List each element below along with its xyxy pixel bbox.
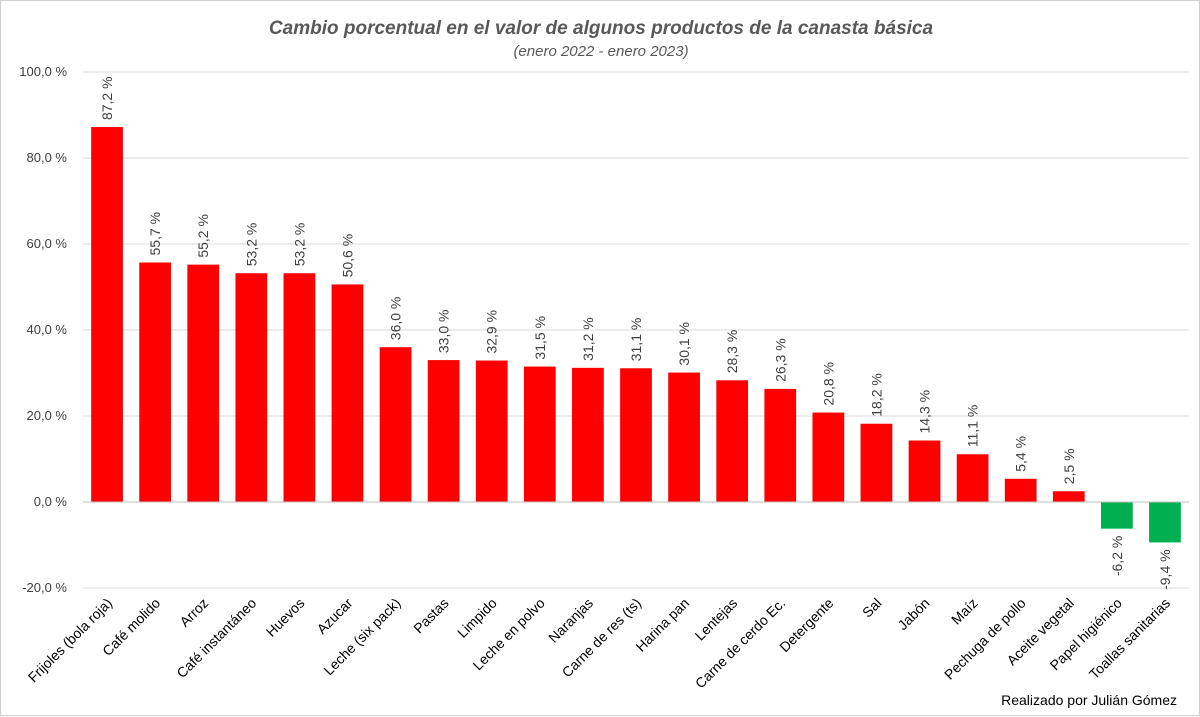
bar xyxy=(1004,478,1037,502)
x-tick-label: Huevos xyxy=(263,595,308,640)
data-labels: 87,2 % 55,7 % 55,2 % 53,2 % 53,2 % 50,6 % 36,0… xyxy=(99,76,1173,589)
x-tick-label: Pechuga de pollo xyxy=(941,595,1029,683)
bar xyxy=(860,423,893,502)
data-label: 31,2 % xyxy=(580,317,596,361)
data-label: 50,6 % xyxy=(339,234,355,278)
bar xyxy=(523,366,556,502)
x-tick-label: Frijoles (bola roja) xyxy=(25,595,116,686)
data-label: 28,3 % xyxy=(724,330,740,374)
bar xyxy=(812,412,845,502)
y-tick-label: 60,0 % xyxy=(27,236,68,251)
y-tick-label: 20,0 % xyxy=(27,408,68,423)
bar xyxy=(1101,502,1133,529)
bar xyxy=(283,273,316,502)
bar xyxy=(668,372,700,502)
chart-title: Cambio porcentual en el valor de algunos… xyxy=(269,18,934,39)
data-label: 5,4 % xyxy=(1013,436,1029,472)
x-tick-label: Pastas xyxy=(410,595,452,637)
data-label: 31,1 % xyxy=(628,318,644,362)
bar xyxy=(716,380,749,502)
bars xyxy=(91,127,1181,543)
data-label: 55,7 % xyxy=(147,212,163,256)
bar xyxy=(1149,502,1181,543)
data-label: 26,3 % xyxy=(772,338,788,382)
bar xyxy=(956,454,989,502)
y-tick-label: 80,0 % xyxy=(27,150,68,165)
data-label: 36,0 % xyxy=(388,297,404,341)
data-label: 14,3 % xyxy=(917,390,933,434)
x-tick-label: Azucar xyxy=(313,595,355,637)
x-tick-label: Lentejas xyxy=(692,595,741,644)
data-label: 2,5 % xyxy=(1061,448,1077,484)
data-label: 87,2 % xyxy=(99,76,115,120)
data-label: 31,5 % xyxy=(532,316,548,360)
data-label: -6,2 % xyxy=(1109,536,1125,576)
data-label: 53,2 % xyxy=(291,223,307,267)
data-label: -9,4 % xyxy=(1157,549,1173,589)
data-label: 55,2 % xyxy=(195,214,211,258)
data-label: 32,9 % xyxy=(484,310,500,354)
bar xyxy=(572,367,604,502)
data-label: 30,1 % xyxy=(676,322,692,366)
bar xyxy=(1052,491,1085,502)
x-tick-label: Carne de cerdo Ec. xyxy=(692,595,789,692)
chart-credit: Realizado por Julián Gómez xyxy=(1001,692,1177,708)
x-tick-label: Toallas sanitarias xyxy=(1086,595,1173,682)
bar xyxy=(379,347,412,502)
y-tick-label: 0,0 % xyxy=(34,494,68,509)
bar xyxy=(908,440,941,502)
bar xyxy=(427,360,460,502)
x-axis-tick-labels: Frijoles (bola roja)Café molido ArrozCafé… xyxy=(25,595,1173,692)
y-tick-label: 100,0 % xyxy=(19,64,67,79)
y-tick-label: -20,0 % xyxy=(22,580,67,595)
data-label: 53,2 % xyxy=(243,223,259,267)
x-tick-label: Maíz xyxy=(948,595,981,628)
data-label: 20,8 % xyxy=(820,362,836,406)
x-tick-label: Arroz xyxy=(176,595,211,630)
data-label: 11,1 % xyxy=(965,405,981,448)
bar xyxy=(139,262,171,502)
y-tick-label: 40,0 % xyxy=(27,322,68,337)
bar xyxy=(91,127,123,502)
bar xyxy=(187,264,220,502)
bar xyxy=(331,284,364,502)
data-label: 18,2 % xyxy=(868,373,884,417)
y-axis-tick-labels: 100,0 % 80,0 % 60,0 % 40,0 % 20,0 % 0,0 % -20,… xyxy=(19,64,67,595)
x-tick-label: Jabón xyxy=(894,595,932,633)
x-tick-label: Limpido xyxy=(454,595,500,641)
x-tick-label: Sal xyxy=(859,595,885,621)
bar xyxy=(620,368,652,502)
data-label: 33,0 % xyxy=(436,310,452,354)
bar xyxy=(475,360,508,502)
bar xyxy=(764,388,797,502)
chart-subtitle: (enero 2022 - enero 2023) xyxy=(513,43,688,60)
bar xyxy=(235,273,268,502)
